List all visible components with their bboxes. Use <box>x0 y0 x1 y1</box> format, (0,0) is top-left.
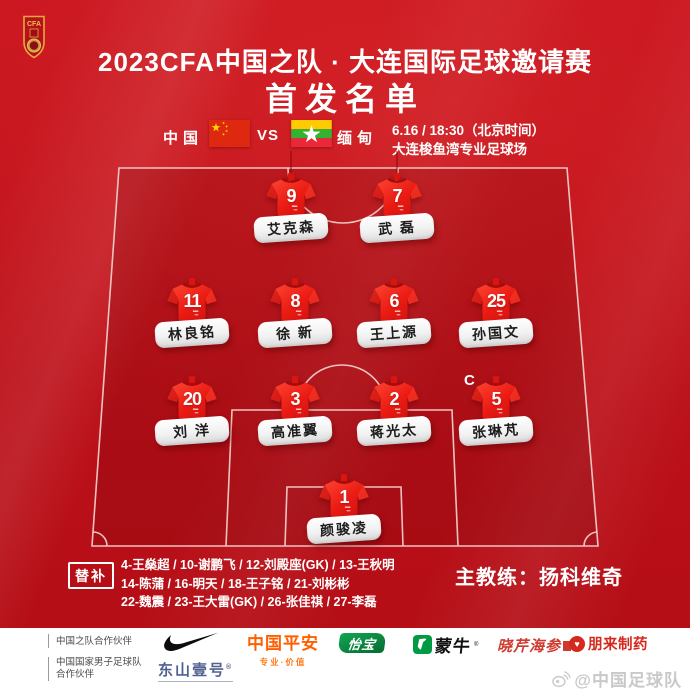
player-name-plate: 艾克森 <box>253 212 329 244</box>
head-coach-label: 主教练：扬科维奇 <box>455 567 623 589</box>
match-datetime: 6.16 / 18:30（北京时间） <box>392 123 546 138</box>
player-card: 7 武 磊 <box>357 173 437 244</box>
registered-mark: ® <box>474 641 479 648</box>
nike-swoosh-icon <box>164 632 219 651</box>
jersey-icon: 8 <box>268 278 322 325</box>
registered-mark: ® <box>387 631 393 637</box>
substitutes-line: 4-王燊超 / 10-谢鹏飞 / 12-刘殿座(GK) / 13-王秋明 <box>121 558 395 572</box>
player-name-plate: 武 磊 <box>359 212 435 244</box>
jersey-number: 6 <box>389 291 399 311</box>
player-card: 9 艾克森 <box>251 173 331 244</box>
jersey-icon: 11 <box>165 278 219 325</box>
page-subtitle: 首发名单 <box>264 81 425 117</box>
penglai-heart-icon: ♥ <box>569 635 585 652</box>
substitutes-list: 4-王燊超 / 10-谢鹏飞 / 12-刘殿座(GK) / 13-王秋明 14-… <box>121 556 395 612</box>
china-flag-icon <box>209 120 250 147</box>
xiaoqin-seal-icon <box>563 640 572 651</box>
player-card: 11 林良铭 <box>152 278 232 349</box>
jersey-icon: 2 <box>367 376 421 423</box>
dongshan-underline <box>158 681 234 682</box>
player-name-plate: 刘 洋 <box>154 415 230 447</box>
badge-cfa-text: CFA <box>27 21 41 28</box>
player-name-plate: 徐 新 <box>257 317 333 349</box>
jersey-icon: 9 <box>264 173 318 220</box>
registered-mark: ® <box>226 664 234 671</box>
player-name-plate: 高准翼 <box>257 415 333 447</box>
jersey-icon: 1 <box>317 474 371 521</box>
player-name-plate: 颜骏凌 <box>306 513 382 545</box>
myanmar-flag-icon <box>291 120 332 147</box>
cfa-team-badge: CFA <box>23 15 45 59</box>
pingan-slogan: 专业·价值 <box>259 657 307 667</box>
jersey-number: 5 <box>491 389 501 409</box>
player-card: 20 刘 洋 <box>152 376 232 447</box>
player-card-goalkeeper: 1 颜骏凌 <box>304 474 384 545</box>
player-card: 25 孙国文 <box>456 278 536 349</box>
mengniu-icon <box>413 635 432 654</box>
away-team-label: 缅甸 <box>337 130 378 147</box>
jersey-number: 1 <box>339 487 349 507</box>
jersey-number: 7 <box>392 186 402 206</box>
jersey-icon: 3 <box>268 376 322 423</box>
substitutes-line: 22-魏震 / 23-王大雷(GK) / 26-张佳祺 / 27-李磊 <box>121 595 377 609</box>
weibo-watermark: @中国足球队 <box>551 666 682 690</box>
substitutes-line: 14-陈蒲 / 16-明天 / 18-王子铭 / 21-刘彬彬 <box>121 576 350 591</box>
sponsor-yibao-logo: 怡宝 ® <box>337 631 393 653</box>
partner-label-2: 中国国家男子足球队 合作伙伴 <box>56 657 142 680</box>
sponsor-strip: 中国之队合作伙伴 中国国家男子足球队 合作伙伴 东山壹号® 中国平安 专业·价值… <box>0 628 690 690</box>
jersey-icon: 6 <box>367 278 421 325</box>
player-name-plate: 王上源 <box>356 317 432 349</box>
player-card-captain: C 5 张琳芃 <box>456 372 536 447</box>
player-card: 2 蒋光太 <box>354 376 434 447</box>
sponsor-penglai: ♥ 朋来制药 <box>569 633 648 654</box>
jersey-icon: 20 <box>165 376 219 423</box>
sponsor-mengniu: 蒙牛 ® <box>413 632 478 657</box>
jersey-number: 11 <box>183 291 201 311</box>
jersey-number: 2 <box>389 389 399 409</box>
vs-label: VS <box>257 127 280 144</box>
match-meta: 6.16 / 18:30（北京时间） 大连梭鱼湾专业足球场 <box>392 121 545 159</box>
weibo-icon <box>552 670 572 687</box>
sponsor-xiaoqin: 晓芹海参 <box>497 635 572 656</box>
jersey-number: 3 <box>290 389 300 409</box>
match-venue: 大连梭鱼湾专业足球场 <box>392 142 527 157</box>
player-name-plate: 张琳芃 <box>458 415 534 447</box>
jersey-icon: 5 <box>469 376 523 423</box>
player-name-plate: 蒋光太 <box>356 415 432 447</box>
jersey-icon: 7 <box>370 173 424 220</box>
partner-label-1: 中国之队合作伙伴 <box>56 636 133 647</box>
player-card: 8 徐 新 <box>255 278 335 349</box>
player-card: 3 高准翼 <box>255 376 335 447</box>
jersey-number: 8 <box>290 291 300 311</box>
page-title: 2023CFA中国之队 · 大连国际足球邀请赛 <box>98 47 592 77</box>
jersey-icon: 25 <box>469 278 523 325</box>
sponsor-pingan: 中国平安 专业·价值 <box>247 634 319 667</box>
jersey-number: 25 <box>486 291 506 311</box>
player-card: 6 王上源 <box>354 278 434 349</box>
substitutes-label-box: 替补 <box>68 562 114 589</box>
player-name-plate: 林良铭 <box>154 317 230 349</box>
player-name-plate: 孙国文 <box>458 317 534 349</box>
captain-badge: C <box>464 372 475 389</box>
jersey-number: 9 <box>286 186 296 206</box>
sponsor-dongshan: 东山壹号® <box>158 659 234 682</box>
jersey-number: 20 <box>182 389 202 409</box>
home-team-label: 中国 <box>163 130 204 147</box>
